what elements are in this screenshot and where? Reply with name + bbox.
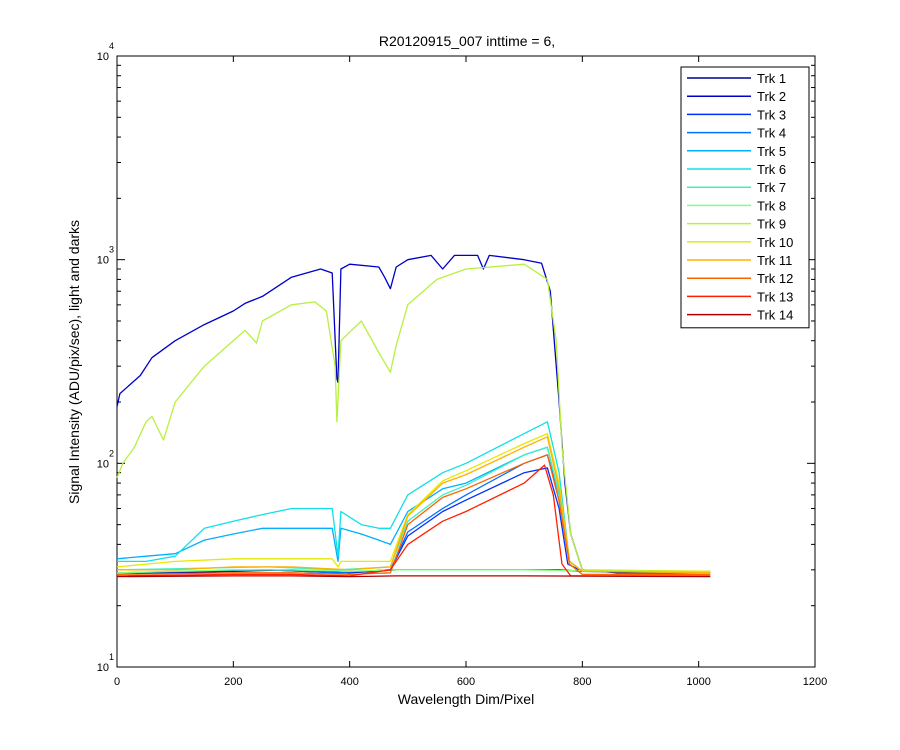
legend-label: Trk 7 bbox=[757, 180, 786, 195]
legend-label: Trk 3 bbox=[757, 107, 786, 122]
y-tick-label-exp: 4 bbox=[109, 41, 114, 51]
y-tick-label-exp: 1 bbox=[109, 652, 114, 662]
legend-label: Trk 5 bbox=[757, 144, 786, 159]
legend-label: Trk 1 bbox=[757, 71, 786, 86]
legend-label: Trk 10 bbox=[757, 235, 793, 250]
legend-label: Trk 4 bbox=[757, 126, 786, 141]
series-line-trk-6 bbox=[117, 421, 711, 572]
legend-label: Trk 6 bbox=[757, 162, 786, 177]
x-tick-label: 0 bbox=[114, 676, 120, 688]
legend-label: Trk 14 bbox=[757, 308, 793, 323]
chart-title: R20120915_007 inttime = 6, bbox=[379, 33, 555, 49]
legend-label: Trk 8 bbox=[757, 198, 786, 213]
x-tick-label: 600 bbox=[457, 676, 475, 688]
x-tick-label: 1000 bbox=[686, 676, 710, 688]
x-axis-label: Wavelength Dim/Pixel bbox=[398, 691, 534, 707]
legend-label: Trk 11 bbox=[757, 253, 792, 268]
y-axis-label: Signal Intensity (ADU/pix/sec), light an… bbox=[66, 220, 82, 504]
series-line-trk-10 bbox=[116, 432, 711, 572]
legend: Trk 1 Trk 2 Trk 3 Trk 4 Trk 5 Trk 6 Trk 7 Trk 8… bbox=[680, 66, 810, 329]
x-tick-label: 400 bbox=[340, 676, 358, 688]
series-line-trk-14 bbox=[116, 575, 711, 578]
y-tick-label-base: 10 bbox=[97, 255, 109, 267]
series-line-trk-11 bbox=[117, 436, 711, 574]
y-tick-label-base: 10 bbox=[97, 458, 109, 470]
legend-label: Trk 9 bbox=[757, 217, 786, 232]
x-tick-label: 800 bbox=[573, 676, 591, 688]
axis-ticks bbox=[116, 55, 816, 668]
series-line-trk-2 bbox=[116, 254, 711, 574]
series-line-trk-8 bbox=[116, 569, 711, 574]
legend-label: Trk 12 bbox=[757, 271, 793, 286]
series-line-trk-9 bbox=[116, 263, 711, 572]
y-tick-label-exp: 3 bbox=[109, 245, 114, 255]
series-lines bbox=[116, 254, 711, 578]
legend-box bbox=[680, 66, 810, 329]
x-tick-label: 200 bbox=[224, 676, 242, 688]
legend-label: Trk 2 bbox=[757, 89, 786, 104]
series-line-trk-13 bbox=[116, 464, 711, 577]
y-tick-label-base: 10 bbox=[97, 51, 109, 63]
y-tick-label-base: 10 bbox=[97, 662, 109, 674]
series-line-trk-12 bbox=[116, 454, 711, 576]
legend-label: Trk 13 bbox=[757, 289, 793, 304]
x-tick-label: 1200 bbox=[803, 676, 827, 688]
y-tick-label-exp: 2 bbox=[109, 448, 114, 458]
